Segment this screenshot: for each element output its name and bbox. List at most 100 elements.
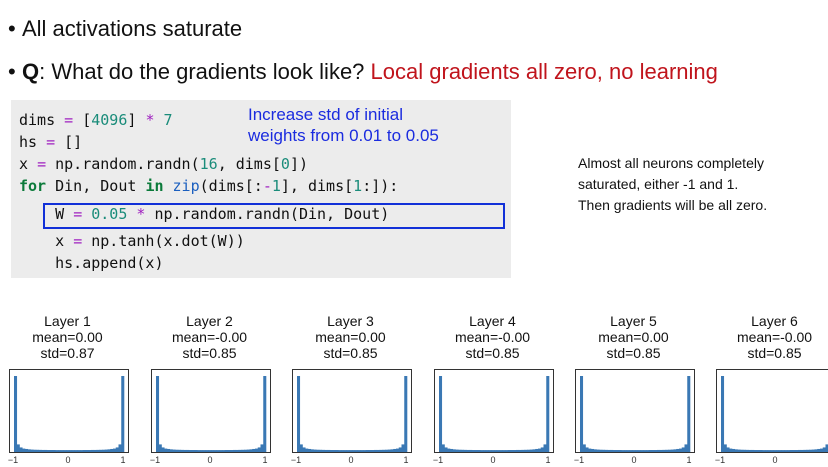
x-tick-labels: −1 0 1 (433, 453, 554, 467)
histogram-plot (292, 369, 412, 453)
histogram-plot (151, 369, 271, 453)
histogram-bar (643, 450, 647, 452)
histogram-bar (795, 450, 799, 452)
histogram-bar (765, 450, 769, 452)
histogram-bar (327, 449, 331, 452)
histogram-bar (22, 448, 26, 452)
histogram-bar (662, 449, 666, 452)
side-note-line-1: Almost all neurons completely (578, 155, 764, 171)
histogram-bar (321, 449, 325, 452)
histogram-bar (41, 449, 45, 452)
layer-mean: mean=-0.00 (736, 329, 813, 345)
code-line-5: W = 0.05 * np.random.randn(Din, Dout) (19, 205, 390, 223)
layer-std: std=0.85 (606, 345, 661, 361)
histogram-bar (183, 449, 187, 452)
histogram-bar (593, 449, 597, 452)
code-line-7: hs.append(x) (19, 254, 164, 272)
bullet-1-text: All activations saturate (22, 16, 243, 41)
histogram-bar (629, 450, 633, 452)
layer-3-panel: Layer 3 mean=0.00 std=0.85 −1 0 1 (288, 313, 413, 467)
side-note-line-2: saturated, either -1 and 1. (578, 176, 739, 192)
histogram-bar (505, 450, 509, 452)
histogram-bar (27, 449, 31, 452)
histogram-bar (346, 450, 350, 452)
histogram-bar (49, 450, 53, 452)
histogram-plot (716, 369, 828, 453)
bullet-2-prefix: Q (22, 59, 40, 84)
histogram-bar (809, 449, 813, 452)
annotation-line-2: weights from 0.01 to 0.05 (248, 126, 439, 145)
histogram-plot (434, 369, 554, 453)
histogram-bar (496, 450, 500, 452)
histogram-bar (332, 450, 336, 452)
histogram-bar (363, 450, 367, 452)
code-line-4: for Din, Dout in zip(dims[:-1], dims[1:]… (19, 177, 399, 195)
histogram-bar (599, 449, 603, 452)
histogram-bar (773, 450, 777, 452)
code-line-3: x = np.random.randn(16, dims[0]) (19, 155, 308, 173)
histogram-bar (613, 450, 617, 452)
histogram-bar (740, 449, 744, 452)
histogram-bar (91, 449, 95, 452)
histogram-bar (516, 449, 520, 452)
bullet-1: • All activations saturate (8, 16, 242, 42)
code-annotation: Increase std of initial weights from 0.0… (248, 104, 439, 146)
histogram-bar (82, 450, 86, 452)
histogram-bar (723, 444, 727, 452)
histogram-bar (121, 376, 125, 452)
histogram-bar (488, 450, 492, 452)
histogram-bar (803, 449, 807, 452)
histogram-bar (244, 449, 248, 452)
histogram-bar (521, 449, 525, 452)
histogram-bar (249, 449, 253, 452)
histogram-bar (308, 448, 312, 452)
histogram-bar (665, 449, 669, 452)
histogram-bar (66, 450, 70, 452)
histogram-bar (472, 450, 476, 452)
histogram-bar (455, 449, 459, 452)
histogram-bar (396, 448, 400, 452)
annotation-line-1: Increase std of initial (248, 105, 403, 124)
histogram-bar (257, 447, 261, 452)
histogram-plot (9, 369, 129, 453)
histogram-bar (175, 449, 179, 452)
histogram-bar (382, 449, 386, 452)
histogram-bar (33, 449, 37, 452)
histogram-bar (787, 450, 791, 452)
histogram-bar (734, 449, 738, 452)
histogram-bar (615, 450, 619, 452)
histogram-bar (255, 448, 259, 452)
histogram-bar (607, 449, 611, 452)
histogram-bar (52, 450, 56, 452)
histogram-bar (745, 449, 749, 452)
x-tick-label: 0 (490, 455, 496, 465)
histogram-bar (518, 449, 522, 452)
histogram-svg (439, 376, 550, 452)
layer-std: std=0.85 (747, 345, 802, 361)
layer-title: Layer 2 (186, 313, 233, 329)
histogram-bar (635, 450, 639, 452)
histogram-bar (721, 376, 725, 452)
highlight-box (43, 203, 505, 229)
layer-std: std=0.87 (40, 345, 95, 361)
layer-mean: mean=-0.00 (454, 329, 531, 345)
histogram-bar (316, 449, 320, 452)
histogram-bar (494, 450, 498, 452)
histogram-bar (756, 450, 760, 452)
histogram-bar (679, 448, 683, 452)
histogram-bar (776, 450, 780, 452)
histogram-bar (102, 449, 106, 452)
histogram-bar (657, 449, 661, 452)
histogram-bar (510, 450, 514, 452)
histogram-bar (404, 376, 408, 452)
histogram-bar (676, 448, 680, 452)
histogram-bar (385, 449, 389, 452)
histogram-bar (604, 449, 608, 452)
histogram-bar (219, 450, 223, 452)
histogram-bar (235, 449, 239, 452)
histogram-bar (74, 450, 78, 452)
histogram-bar (748, 449, 752, 452)
code-line-2: hs = [] (19, 133, 83, 151)
histogram-bar (164, 448, 168, 452)
bullet-2: • Q: What do the gradients look like? Loc… (8, 59, 718, 85)
